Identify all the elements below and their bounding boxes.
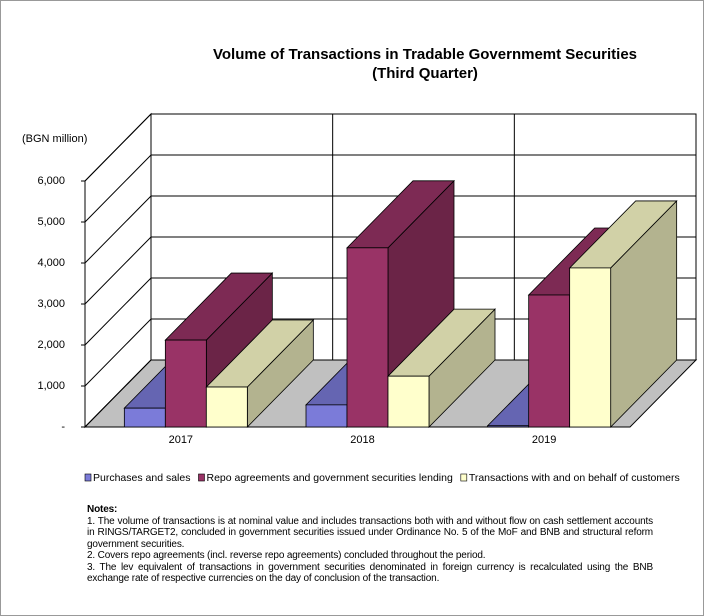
legend-swatch — [460, 473, 468, 482]
notes: Notes: 1. The volume of transactions is … — [87, 504, 653, 585]
grid-line — [84, 277, 696, 346]
x-tick-label: 2018 — [350, 434, 374, 446]
notes-heading: Notes: — [87, 504, 118, 515]
chart-subtitle: (Third Quarter) — [372, 65, 478, 82]
x-tick-label: 2017 — [169, 434, 193, 446]
bar — [487, 425, 530, 428]
y-tick-label: 5,000 — [37, 216, 65, 228]
legend-swatch — [84, 473, 92, 482]
note: 2. Covers repo agreements (incl. reverse… — [87, 550, 486, 561]
legend-label: Purchases and sales — [93, 472, 190, 484]
legend-label: Transactions with and on behalf of custo… — [469, 472, 680, 484]
y-tick-label: 2,000 — [37, 339, 65, 351]
y-tick-label: 4,000 — [37, 257, 65, 269]
y-tick-label: 3,000 — [37, 298, 65, 310]
bar — [205, 386, 248, 428]
bar — [528, 294, 571, 428]
grid-line — [84, 195, 696, 264]
y-tick-label: - — [61, 421, 65, 433]
bar — [346, 247, 389, 428]
grid-line — [84, 154, 696, 223]
legend-label: Repo agreements and government securitie… — [206, 472, 452, 484]
chart: Volume of Transactions in Tradable Gover… — [22, 46, 698, 484]
y-tick-label: 6,000 — [37, 175, 65, 187]
bar — [569, 267, 612, 428]
grid-line — [84, 359, 696, 428]
grid-line — [84, 113, 696, 182]
bar — [305, 404, 348, 428]
legend-swatch — [198, 473, 205, 482]
y-axis-label: (BGN million) — [22, 133, 87, 145]
bar — [387, 375, 430, 428]
x-tick-label: 2019 — [532, 434, 556, 446]
y-tick-label: 1,000 — [37, 380, 65, 392]
grid-line — [84, 236, 696, 305]
note: 3. The lev equivalent of transactions in… — [87, 561, 653, 585]
bar — [164, 339, 207, 428]
bar — [123, 407, 166, 428]
chart-title: Volume of Transactions in Tradable Gover… — [213, 46, 637, 63]
grid-line — [84, 318, 696, 387]
note: 1. The volume of transactions is at nomi… — [87, 515, 653, 550]
